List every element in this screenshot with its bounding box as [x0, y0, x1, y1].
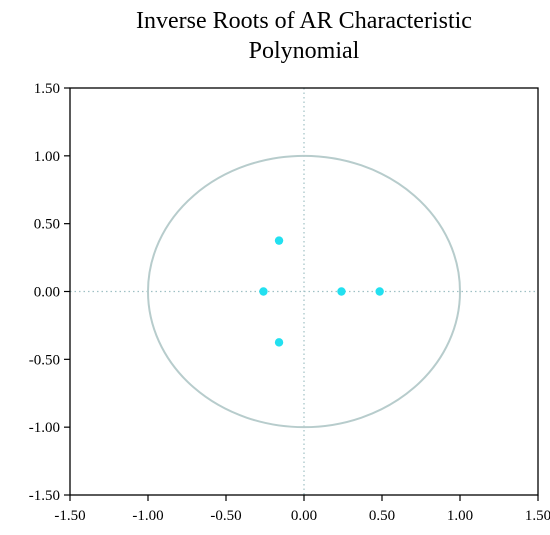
- x-tick-label: -1.00: [132, 508, 163, 524]
- points-layer: [259, 236, 384, 347]
- x-tick-label: 1.50: [525, 508, 550, 524]
- chart-title-line-1: Inverse Roots of AR Characteristic: [136, 8, 472, 34]
- inverse-root-point: [337, 287, 346, 296]
- y-tick-label: -1.50: [29, 488, 60, 504]
- x-tick-label: 0.00: [291, 508, 317, 524]
- y-axis-ticks: 1.50 1.00 0.50 0.00 -0.50 -1.00 -1.50: [29, 81, 70, 504]
- inverse-root-point: [274, 338, 284, 347]
- y-tick-label: -0.50: [29, 352, 60, 368]
- y-tick-label: 0.50: [34, 217, 60, 233]
- x-tick-label: 0.50: [369, 508, 395, 524]
- y-tick-label: 1.00: [34, 149, 60, 165]
- y-tick-label: 1.50: [34, 81, 60, 97]
- x-tick-label: -1.50: [54, 508, 85, 524]
- inverse-root-point: [259, 287, 268, 296]
- y-tick-label: -1.00: [29, 420, 60, 436]
- y-tick-label: 0.00: [34, 285, 60, 301]
- plot-area: [69, 87, 539, 496]
- x-axis-ticks: -1.50 -1.00 -0.50 0.00 0.50 1.00 1.50: [54, 495, 550, 524]
- x-tick-label: -0.50: [210, 508, 241, 524]
- inverse-root-point: [375, 287, 384, 296]
- unit-circle: [147, 154, 461, 429]
- x-tick-label: 1.00: [447, 508, 473, 524]
- inverse-root-point: [274, 236, 284, 245]
- chart-title-line-2: Polynomial: [249, 38, 360, 64]
